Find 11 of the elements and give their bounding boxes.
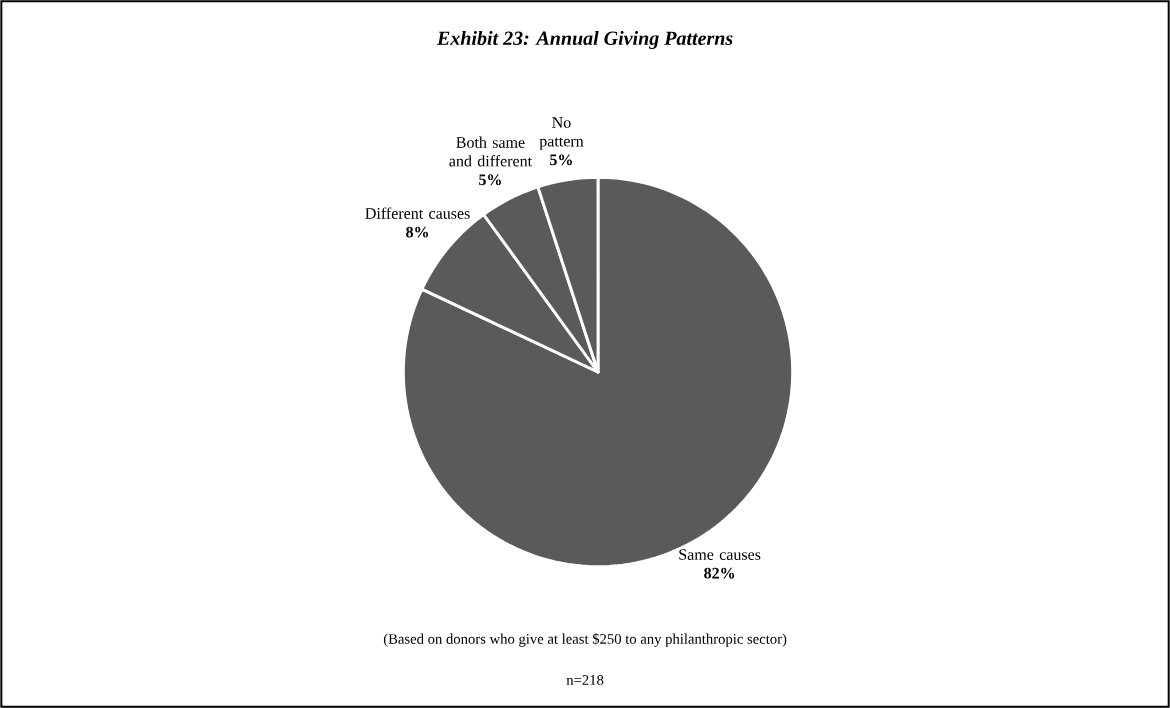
data-label: 5% [550,154,572,166]
text: (Based on donors who give at least $250 to any philanthropic sector) [383,633,787,647]
data-label: 82% [704,567,735,579]
slice-label: Different causes [365,207,470,219]
slice-label: No pattern [539,117,584,150]
slice-label: Same causes [679,549,761,560]
chart-title: Exhibit 23: Annual Giving Patterns [436,30,733,50]
slice-label: Both same and different [449,136,532,167]
data-label: 8% [406,226,429,238]
data-label: 5% [479,174,501,186]
text: n=218 [566,675,604,685]
